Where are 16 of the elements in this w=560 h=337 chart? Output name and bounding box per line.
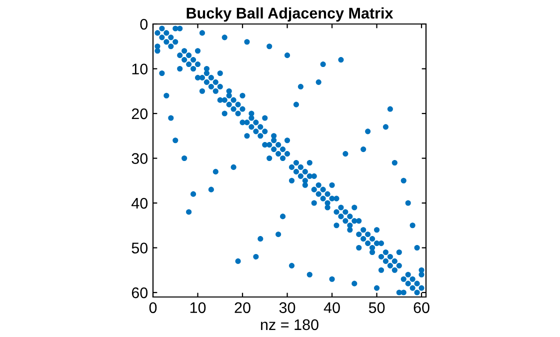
x-axis-title: nz = 180: [260, 319, 318, 330]
x-tick-label: 20: [234, 302, 250, 314]
chart-title: Bucky Ball Adjacency Matrix: [186, 7, 394, 22]
y-tick-label: 50: [132, 242, 148, 254]
y-tick-label: 30: [132, 153, 148, 164]
x-tick-label: 10: [190, 302, 206, 314]
y-tick-label: 20: [132, 108, 148, 120]
y-tick-label: 10: [132, 64, 148, 74]
y-tick-label: 60: [132, 287, 148, 298]
x-tick-label: 30: [279, 302, 296, 314]
y-tick-label: 40: [132, 198, 148, 209]
x-tick-label: 60: [414, 302, 430, 314]
x-tick-label: 50: [368, 302, 385, 314]
y-tick-label: 0: [140, 18, 148, 30]
x-tick-label: 0: [149, 302, 157, 314]
x-tick-label: 40: [324, 302, 340, 314]
